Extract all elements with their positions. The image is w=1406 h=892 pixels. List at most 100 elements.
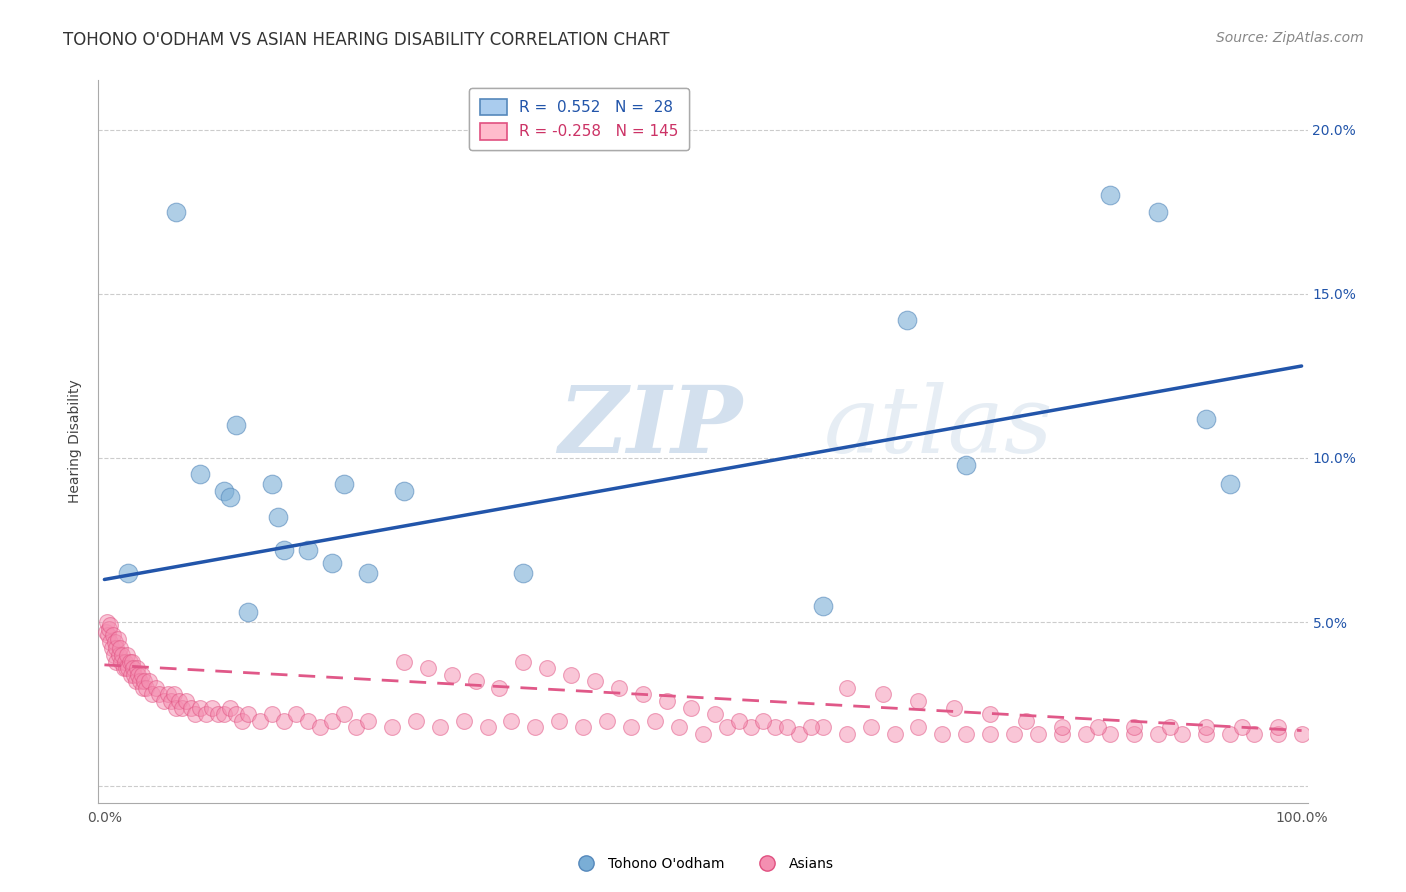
Point bbox=[655, 694, 678, 708]
Point bbox=[1099, 727, 1122, 741]
Point bbox=[145, 681, 167, 695]
Point bbox=[464, 674, 486, 689]
Point bbox=[94, 625, 117, 640]
Point bbox=[1074, 727, 1097, 741]
Point bbox=[132, 681, 155, 695]
Point bbox=[1050, 727, 1073, 741]
Point bbox=[631, 687, 654, 701]
Point bbox=[1195, 720, 1218, 734]
Point bbox=[236, 605, 259, 619]
Point bbox=[1147, 727, 1170, 741]
Point bbox=[1291, 727, 1313, 741]
Point bbox=[800, 720, 823, 734]
Point bbox=[105, 655, 128, 669]
Point bbox=[416, 661, 439, 675]
Point bbox=[907, 694, 929, 708]
Point bbox=[195, 707, 218, 722]
Point bbox=[1026, 727, 1049, 741]
Point bbox=[260, 477, 283, 491]
Point bbox=[273, 542, 295, 557]
Point bbox=[100, 635, 122, 649]
Point bbox=[249, 714, 271, 728]
Point bbox=[763, 720, 786, 734]
Point bbox=[859, 720, 882, 734]
Point bbox=[429, 720, 451, 734]
Point bbox=[776, 720, 799, 734]
Point bbox=[125, 661, 148, 675]
Point bbox=[188, 700, 211, 714]
Point bbox=[333, 477, 356, 491]
Point bbox=[1243, 727, 1265, 741]
Point bbox=[124, 674, 146, 689]
Point bbox=[114, 655, 136, 669]
Point bbox=[943, 700, 966, 714]
Point bbox=[117, 661, 139, 675]
Point bbox=[620, 720, 643, 734]
Point bbox=[103, 648, 125, 662]
Point bbox=[131, 667, 153, 681]
Point bbox=[548, 714, 571, 728]
Point bbox=[1230, 720, 1253, 734]
Point bbox=[560, 667, 582, 681]
Point bbox=[141, 687, 163, 701]
Point bbox=[1087, 720, 1109, 734]
Point bbox=[118, 655, 141, 669]
Point bbox=[165, 700, 187, 714]
Point bbox=[127, 667, 149, 681]
Point bbox=[135, 681, 157, 695]
Point bbox=[392, 655, 415, 669]
Point bbox=[273, 714, 295, 728]
Legend: Tohono O'odham, Asians: Tohono O'odham, Asians bbox=[567, 851, 839, 876]
Point bbox=[524, 720, 547, 734]
Point bbox=[955, 727, 977, 741]
Point bbox=[321, 556, 343, 570]
Point bbox=[115, 648, 138, 662]
Point bbox=[704, 707, 727, 722]
Text: ZIP: ZIP bbox=[558, 382, 742, 472]
Point bbox=[1002, 727, 1025, 741]
Point bbox=[357, 566, 380, 580]
Point bbox=[679, 700, 702, 714]
Point bbox=[108, 641, 131, 656]
Point bbox=[1219, 727, 1241, 741]
Point bbox=[172, 700, 194, 714]
Point bbox=[644, 714, 666, 728]
Point bbox=[98, 622, 121, 636]
Point bbox=[344, 720, 367, 734]
Point bbox=[333, 707, 356, 722]
Point bbox=[297, 714, 319, 728]
Point bbox=[129, 674, 152, 689]
Point bbox=[180, 700, 202, 714]
Point bbox=[1015, 714, 1038, 728]
Point bbox=[225, 707, 247, 722]
Point bbox=[148, 687, 170, 701]
Point bbox=[835, 681, 858, 695]
Point bbox=[1171, 727, 1194, 741]
Point bbox=[132, 674, 155, 689]
Point bbox=[160, 694, 183, 708]
Point bbox=[357, 714, 380, 728]
Point bbox=[1159, 720, 1181, 734]
Point bbox=[112, 661, 135, 675]
Point bbox=[188, 467, 211, 482]
Point bbox=[297, 542, 319, 557]
Point bbox=[219, 491, 242, 505]
Point bbox=[453, 714, 475, 728]
Point bbox=[104, 635, 127, 649]
Point bbox=[97, 628, 120, 642]
Point bbox=[872, 687, 894, 701]
Point bbox=[1123, 727, 1146, 741]
Point bbox=[107, 632, 129, 646]
Point bbox=[596, 714, 619, 728]
Point bbox=[536, 661, 558, 675]
Point bbox=[1195, 411, 1218, 425]
Point bbox=[501, 714, 523, 728]
Point bbox=[740, 720, 762, 734]
Point bbox=[1123, 720, 1146, 734]
Point bbox=[225, 418, 247, 433]
Point bbox=[156, 687, 179, 701]
Point bbox=[488, 681, 510, 695]
Point bbox=[572, 720, 595, 734]
Point bbox=[381, 720, 404, 734]
Point bbox=[1219, 477, 1241, 491]
